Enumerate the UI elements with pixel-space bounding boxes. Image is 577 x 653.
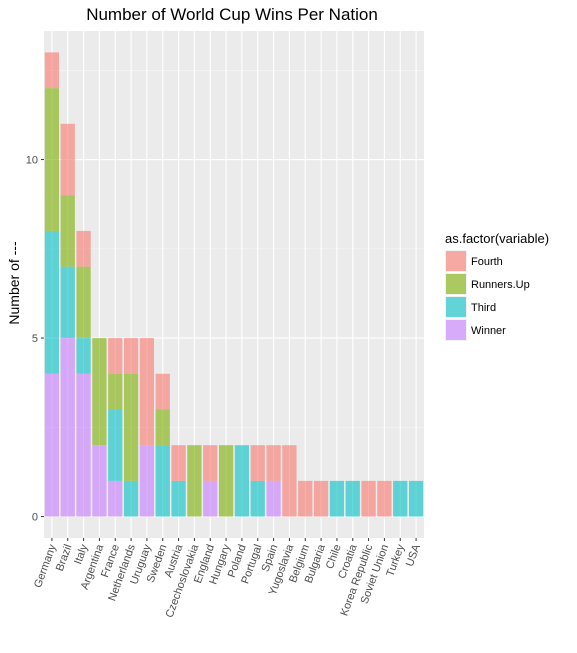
- x-tick-label: USA: [404, 542, 423, 568]
- y-tick-label: 0: [32, 512, 38, 524]
- bars: [44, 52, 424, 517]
- bar-segment: [203, 480, 218, 517]
- legend-swatch: [446, 251, 466, 271]
- bar-segment: [345, 480, 360, 517]
- bar-segment: [123, 373, 139, 481]
- legend-label: Third: [471, 302, 496, 314]
- y-tick-label: 10: [26, 155, 38, 167]
- bar-segment: [44, 373, 60, 517]
- legend-label: Fourth: [471, 256, 503, 268]
- bar-segment: [250, 445, 265, 481]
- bar-segment: [44, 52, 60, 89]
- bar-segment: [155, 373, 170, 410]
- bar-segment: [123, 480, 139, 517]
- bar-segment: [108, 338, 123, 374]
- bar-segment: [139, 445, 155, 517]
- bar-segment: [60, 338, 75, 517]
- bar-segment: [234, 445, 250, 517]
- bar-segment: [60, 195, 75, 267]
- bar-segment: [250, 480, 265, 517]
- bar-segment: [108, 373, 123, 410]
- chart-title: Number of World Cup Wins Per Nation: [86, 5, 378, 24]
- bar-segment: [44, 88, 60, 231]
- bar-segment: [92, 445, 107, 517]
- y-axis-title: Number of ---: [6, 241, 22, 325]
- bar-segment: [203, 445, 218, 481]
- bar-segment: [266, 480, 281, 517]
- legend: as.factor(variable) Fourth Runners.Up Thir…: [445, 231, 549, 341]
- bar-segment: [187, 445, 202, 517]
- bar-segment: [393, 480, 408, 517]
- bar-segment: [76, 373, 91, 517]
- legend-swatch: [446, 320, 466, 340]
- bar-segment: [361, 480, 376, 517]
- bar-segment: [329, 480, 345, 517]
- y-tick-label: 5: [32, 333, 38, 345]
- legend-label: Winner: [471, 325, 506, 337]
- bar-segment: [377, 480, 392, 517]
- legend-swatch: [446, 297, 466, 317]
- bar-segment: [76, 338, 91, 374]
- plot-panel: [44, 31, 424, 538]
- bar-segment: [298, 480, 313, 517]
- bar-segment: [171, 445, 186, 481]
- bar-segment: [108, 480, 123, 517]
- bar-segment: [92, 338, 107, 446]
- legend-label: Runners.Up: [471, 279, 530, 291]
- bar-segment: [218, 445, 234, 517]
- bar-segment: [313, 480, 329, 517]
- bar-segment: [155, 445, 170, 517]
- bar-segment: [76, 230, 91, 267]
- bar-segment: [123, 338, 139, 374]
- bar-segment: [282, 445, 297, 517]
- bar-segment: [108, 409, 123, 481]
- bar-segment: [44, 230, 60, 374]
- bar-segment: [266, 445, 281, 481]
- legend-swatch: [446, 274, 466, 294]
- bar-segment: [408, 480, 424, 517]
- bar-segment: [139, 338, 155, 446]
- bar-segment: [155, 409, 170, 446]
- bar-segment: [171, 480, 186, 517]
- legend-title: as.factor(variable): [445, 231, 549, 246]
- bar-segment: [76, 266, 91, 339]
- bar-segment: [60, 266, 75, 339]
- bar-segment: [60, 123, 75, 196]
- x-axis: GermanyBrazilItalyArgentinaFranceNetherl…: [32, 538, 423, 619]
- y-axis: 0 5 10: [26, 155, 44, 524]
